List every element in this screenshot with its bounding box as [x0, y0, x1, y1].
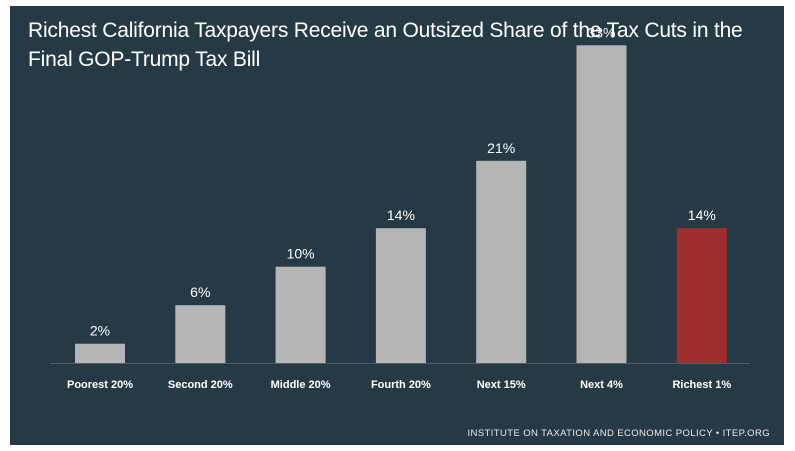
value-label-4: 21%: [487, 140, 515, 156]
bar-4: [476, 160, 527, 363]
value-label-5: 33%: [587, 24, 615, 40]
bar-0: [75, 343, 125, 363]
bar-3: [375, 228, 426, 363]
chart-card: Richest California Taxpayers Receive an …: [10, 6, 784, 445]
bar-2: [275, 266, 326, 363]
bar-chart: 2% Poorest 20% 6% Second 20% 10% Middle 20% 14…: [50, 24, 750, 391]
bar-1: [175, 305, 226, 363]
value-label-3: 14%: [387, 207, 415, 223]
bar-5: [576, 45, 627, 364]
value-label-0: 2%: [90, 323, 110, 339]
category-label-1: Second 20%: [168, 379, 233, 391]
category-label-0: Poorest 20%: [67, 379, 133, 391]
bar-6: [676, 228, 727, 363]
category-label-5: Next 4%: [580, 379, 623, 391]
category-label-3: Fourth 20%: [371, 379, 431, 391]
value-label-1: 6%: [190, 284, 210, 300]
chart-title: Richest California Taxpayers Receive an …: [28, 19, 743, 71]
value-label-2: 10%: [287, 246, 315, 262]
category-label-2: Middle 20%: [271, 379, 331, 391]
category-label-6: Richest 1%: [672, 379, 731, 391]
value-label-6: 14%: [688, 207, 716, 223]
source-note: INSTITUTE ON TAXATION AND ECONOMIC POLIC…: [467, 428, 770, 439]
category-label-4: Next 15%: [477, 379, 526, 391]
